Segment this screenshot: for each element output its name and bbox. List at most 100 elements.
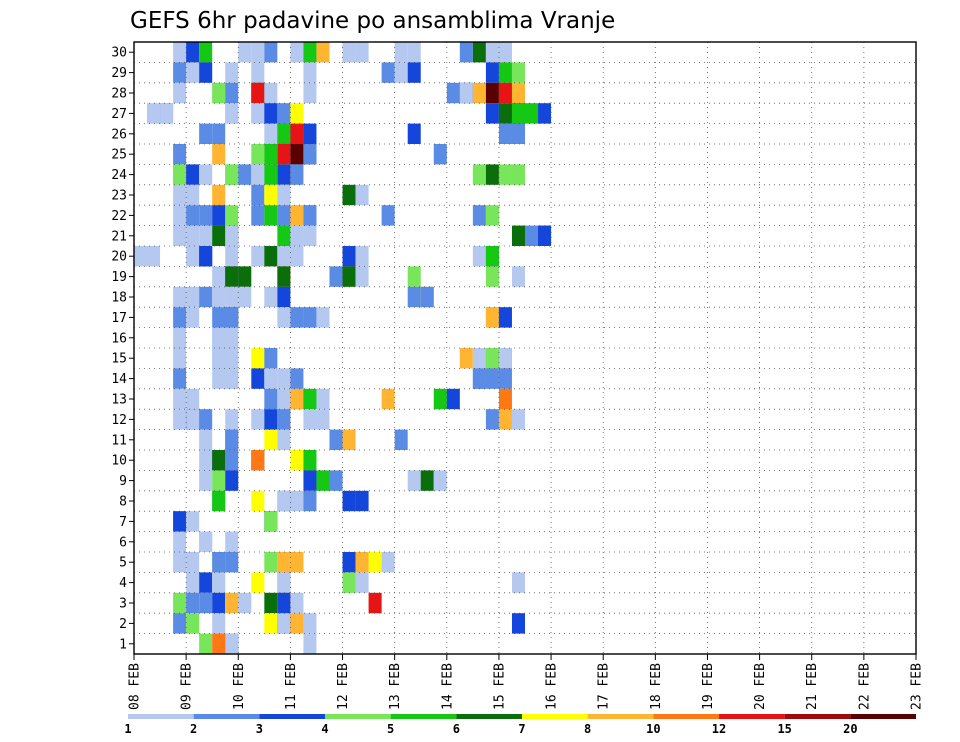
heatmap-cell <box>251 184 265 206</box>
heatmap-cell <box>225 164 239 185</box>
heatmap-cell <box>498 103 512 124</box>
heatmap-cell <box>303 205 317 226</box>
heatmap-cell <box>355 552 369 573</box>
y-tick-label: 1 <box>119 637 127 652</box>
heatmap-cell <box>251 572 265 593</box>
heatmap-cell <box>199 42 213 63</box>
heatmap-cell <box>420 470 434 491</box>
heatmap-cell <box>238 286 252 308</box>
heatmap-cell <box>264 42 278 63</box>
heatmap-cell <box>264 184 278 206</box>
grid-lines <box>134 42 916 654</box>
heatmap-cell <box>277 572 291 593</box>
heatmap-cell <box>381 62 395 83</box>
heatmap-cell <box>290 205 304 226</box>
heatmap-cell <box>199 470 213 491</box>
y-axis: 1234567891011121314151617181920212223242… <box>111 46 134 652</box>
heatmap-cell <box>264 205 278 226</box>
colorbar-label: 6 <box>453 722 460 736</box>
heatmap-cell <box>355 184 369 206</box>
colorbar-label: 7 <box>518 722 525 736</box>
heatmap-cell <box>225 246 239 267</box>
heatmap-cell <box>290 123 304 144</box>
heatmap-cell <box>186 42 200 63</box>
heatmap-cell <box>498 307 512 328</box>
heatmap-cell <box>407 62 421 83</box>
heatmap-cell <box>498 123 512 144</box>
heatmap-cell <box>212 144 226 165</box>
heatmap-cell <box>498 409 512 430</box>
y-tick-label: 15 <box>111 352 127 367</box>
heatmap-cell <box>199 225 213 246</box>
y-tick-label: 2 <box>119 617 127 632</box>
heatmap-cell <box>225 531 239 552</box>
y-tick-label: 8 <box>119 495 127 510</box>
heatmap-cell <box>186 184 200 206</box>
colorbar-label: 4 <box>321 722 328 736</box>
heatmap-cell <box>498 82 512 104</box>
heatmap-cell <box>277 490 291 512</box>
heatmap-cell <box>277 613 291 634</box>
heatmap-cell <box>225 633 239 654</box>
heatmap-cell <box>303 42 317 63</box>
colorbar-label: 10 <box>646 722 660 736</box>
plot-frame <box>133 41 917 655</box>
heatmap-cell <box>303 62 317 83</box>
heatmap-cell <box>303 388 317 410</box>
y-tick-label: 22 <box>111 209 127 224</box>
heatmap-cell <box>381 205 395 226</box>
heatmap-cell <box>251 348 265 369</box>
heatmap-cell <box>251 205 265 226</box>
heatmap-cell <box>290 368 304 389</box>
heatmap-cell <box>212 225 226 246</box>
heatmap-cell <box>212 266 226 287</box>
heatmap-cell <box>186 225 200 246</box>
heatmap-cell <box>290 388 304 410</box>
heatmap-cell <box>446 82 460 104</box>
heatmap-cell <box>316 409 330 430</box>
heatmap-cell <box>381 552 395 573</box>
y-tick-label: 20 <box>111 250 127 265</box>
heatmap-cell <box>511 613 525 634</box>
heatmap-cell <box>225 327 239 348</box>
heatmap-cell <box>498 42 512 63</box>
heatmap-cell <box>303 225 317 246</box>
x-tick-label: 20 FEB <box>753 663 768 710</box>
heatmap-cell <box>212 307 226 328</box>
y-tick-label: 17 <box>111 311 127 326</box>
heatmap-cell <box>303 470 317 491</box>
heatmap-cell <box>316 470 330 491</box>
heatmap-cell <box>407 470 421 491</box>
x-tick-label: 11 FEB <box>284 663 299 710</box>
heatmap-cell <box>173 62 187 83</box>
heatmap-cell <box>173 42 187 63</box>
heatmap-cell <box>290 592 304 614</box>
heatmap-cell <box>238 164 252 185</box>
heatmap-cell <box>290 246 304 267</box>
heatmap-cell <box>264 613 278 634</box>
heatmap-cell <box>290 490 304 512</box>
heatmap-cell <box>238 266 252 287</box>
heatmap-cell <box>173 552 187 573</box>
colorbar-segment <box>456 714 522 719</box>
heatmap-cell <box>264 164 278 185</box>
y-tick-label: 5 <box>119 556 127 571</box>
heatmap-cell <box>264 348 278 369</box>
heatmap-cell <box>277 246 291 267</box>
heatmap-cell <box>498 388 512 410</box>
heatmap-cell <box>251 450 265 471</box>
heatmap-cell <box>290 164 304 185</box>
x-tick-label: 18 FEB <box>649 663 664 710</box>
heatmap-cell <box>485 409 499 430</box>
heatmap-cell <box>173 307 187 328</box>
heatmap-cell <box>459 82 473 104</box>
heatmap-cell <box>225 205 239 226</box>
heatmap-cell <box>225 592 239 614</box>
heatmap-cell <box>316 307 330 328</box>
heatmap-cell <box>264 123 278 144</box>
heatmap-cell <box>277 123 291 144</box>
heatmap-cell <box>251 62 265 83</box>
x-tick-label: 09 FEB <box>180 663 195 710</box>
heatmap-cell <box>433 470 447 491</box>
heatmap-cell <box>199 164 213 185</box>
